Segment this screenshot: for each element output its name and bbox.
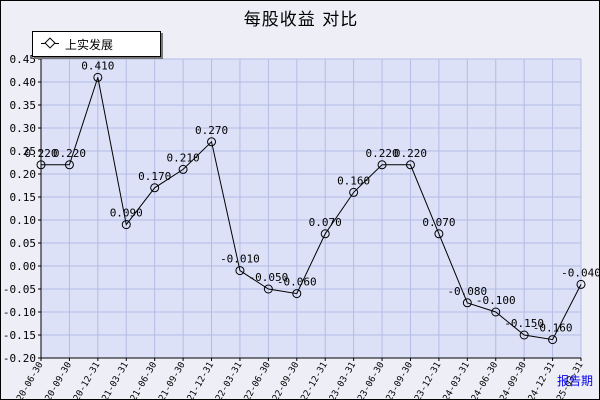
- data-point: [434, 229, 444, 239]
- legend-diamond-marker-icon: [44, 37, 56, 49]
- data-point: [64, 160, 74, 170]
- data-label: 0.160: [337, 174, 370, 187]
- data-point: [150, 183, 160, 193]
- data-label: 0.070: [309, 216, 342, 229]
- y-tick-label: 0.30: [10, 122, 37, 135]
- data-point: [93, 72, 103, 82]
- data-label: -0.060: [277, 276, 317, 289]
- y-tick-label: -0.05: [3, 283, 36, 296]
- data-point: [178, 164, 188, 174]
- y-tick-label: -0.10: [3, 306, 36, 319]
- data-label: -0.160: [533, 322, 573, 335]
- x-axis-title: 报告期: [557, 374, 594, 388]
- data-point: [121, 220, 131, 230]
- y-tick-label: -0.20: [3, 352, 36, 365]
- data-label: -0.050: [248, 271, 288, 284]
- data-point: [349, 187, 359, 197]
- x-tick-label: 2020-06-30: [10, 361, 46, 400]
- data-point: [491, 307, 501, 317]
- chart-legend: 上实发展: [32, 31, 161, 57]
- data-point: [36, 160, 46, 170]
- data-point: [235, 266, 245, 276]
- data-point: [377, 160, 387, 170]
- data-label: 0.220: [24, 147, 57, 160]
- data-label: -0.100: [476, 294, 516, 307]
- data-point: [320, 229, 330, 239]
- data-label: 0.220: [365, 147, 398, 160]
- data-point: [405, 160, 415, 170]
- plot-area: [41, 59, 581, 358]
- data-label: -0.010: [220, 253, 260, 266]
- data-label: 0.410: [81, 59, 114, 72]
- legend-series-name: 上实发展: [65, 38, 114, 52]
- data-point: [548, 335, 558, 345]
- y-tick-label: 0.45: [10, 53, 37, 66]
- data-point: [519, 330, 529, 340]
- data-label: 0.220: [394, 147, 427, 160]
- data-point: [576, 279, 586, 289]
- y-tick-label: 0.10: [10, 214, 37, 227]
- data-label: 0.070: [422, 216, 455, 229]
- y-tick-label: 0.15: [10, 191, 37, 204]
- y-tick-label: 0.35: [10, 99, 37, 112]
- y-tick-label: 0.40: [10, 76, 37, 89]
- y-tick-label: 0.20: [10, 168, 37, 181]
- series-line: [41, 77, 582, 341]
- data-label: 0.220: [53, 147, 86, 160]
- data-label: -0.080: [447, 285, 487, 298]
- data-label: 0.210: [167, 151, 200, 164]
- data-point: [462, 298, 472, 308]
- y-tick-label: 0.00: [10, 260, 37, 273]
- y-tick-label: -0.15: [3, 329, 36, 342]
- y-tick-label: 0.25: [10, 145, 37, 158]
- y-tick-label: 0.05: [10, 237, 37, 250]
- data-point: [292, 289, 302, 299]
- data-label: 0.170: [138, 170, 171, 183]
- data-point: [263, 284, 273, 294]
- chart-title: 每股收益 对比: [243, 10, 359, 30]
- data-label: 0.270: [195, 124, 228, 137]
- data-label: -0.040: [561, 266, 600, 279]
- data-label: 0.090: [110, 207, 143, 220]
- data-point: [207, 137, 217, 147]
- data-label: -0.150: [504, 317, 544, 330]
